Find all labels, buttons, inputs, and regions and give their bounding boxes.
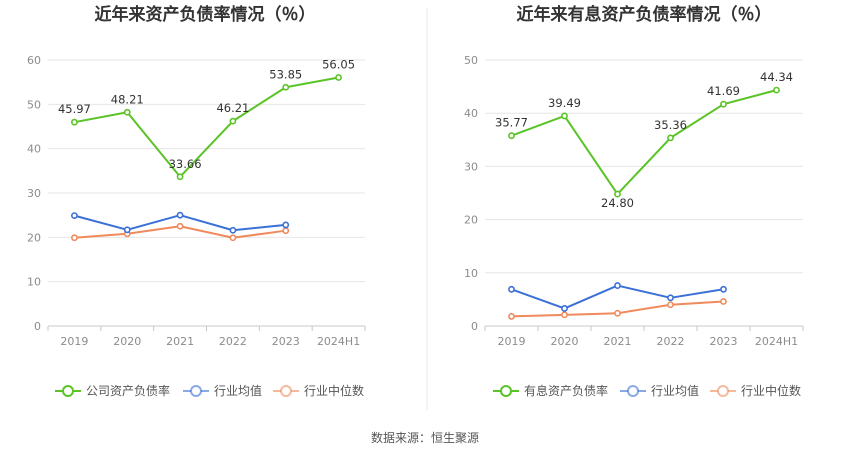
- y-tick-label: 50: [27, 98, 41, 111]
- data-point-avg[interactable]: [614, 282, 621, 289]
- data-point-company[interactable]: [282, 83, 290, 91]
- data-label: 48.21: [111, 92, 144, 106]
- data-point-median[interactable]: [561, 311, 568, 319]
- x-tick-label: 2023: [710, 335, 738, 348]
- data-point-company[interactable]: [71, 118, 78, 126]
- legend-label: 行业中位数: [741, 383, 801, 398]
- data-point-avg[interactable]: [176, 211, 184, 219]
- y-tick-label: 20: [27, 231, 41, 244]
- legend-label: 行业中位数: [304, 383, 364, 398]
- data-label: 44.34: [760, 70, 793, 84]
- x-tick-label: 2021: [166, 335, 194, 348]
- data-point-avg[interactable]: [667, 294, 674, 302]
- data-point-median[interactable]: [614, 309, 621, 317]
- y-tick-label: 30: [27, 187, 41, 200]
- legend-item-median[interactable]: 行业中位数: [710, 383, 801, 398]
- data-label: 46.21: [216, 101, 249, 115]
- data-point-avg[interactable]: [720, 285, 727, 293]
- data-point-median[interactable]: [282, 227, 290, 235]
- x-tick-label: 2019: [60, 335, 88, 348]
- y-tick-label: 0: [34, 320, 41, 333]
- x-tick-label: 2024H1: [755, 335, 798, 348]
- data-point-median[interactable]: [720, 298, 727, 305]
- y-tick-label: 60: [27, 54, 41, 67]
- x-tick-label: 2024H1: [317, 335, 360, 348]
- legend-marker-icon: [627, 385, 639, 397]
- legend-label: 公司资产负债率: [86, 383, 170, 398]
- data-label: 45.97: [58, 102, 91, 116]
- x-tick-label: 2023: [272, 335, 300, 348]
- data-point-avg[interactable]: [123, 226, 131, 234]
- data-label: 56.05: [322, 58, 355, 72]
- y-tick-label: 10: [27, 276, 41, 289]
- legend-item-company[interactable]: 有息资产负债率: [493, 383, 608, 398]
- legend-label: 有息资产负债率: [524, 383, 608, 398]
- y-tick-label: 10: [464, 267, 478, 280]
- data-point-median[interactable]: [71, 234, 78, 242]
- data-point-company[interactable]: [720, 100, 727, 108]
- data-point-company[interactable]: [614, 190, 621, 198]
- y-tick-label: 40: [464, 107, 478, 120]
- data-point-median[interactable]: [667, 301, 674, 309]
- legend-label: 行业均值: [651, 383, 699, 398]
- data-label: 35.36: [654, 118, 687, 132]
- legend-label: 行业均值: [214, 383, 262, 398]
- data-label: 35.77: [495, 116, 528, 130]
- y-tick-label: 40: [27, 143, 41, 156]
- data-point-median[interactable]: [508, 313, 515, 320]
- data-point-avg[interactable]: [71, 212, 78, 220]
- interest-bearing-liability-ratio-chart: 近年来有息资产负债率情况（％） 0 10 20 30 40 50 2019 2020 2021 20…: [464, 4, 804, 398]
- legend-item-company[interactable]: 公司资产负债率: [55, 383, 170, 398]
- x-tick-label: 2021: [604, 335, 632, 348]
- x-tick-label: 2020: [113, 335, 141, 348]
- legend-marker-icon: [62, 385, 74, 397]
- legend-marker-icon: [717, 385, 729, 397]
- data-point-median[interactable]: [229, 234, 237, 242]
- chart-title: 近年来有息资产负债率情况（％）: [517, 4, 772, 25]
- data-point-avg[interactable]: [508, 285, 515, 293]
- data-label: 41.69: [707, 84, 740, 98]
- series-line-avg: [511, 284, 724, 310]
- x-tick-label: 2019: [498, 335, 526, 348]
- data-point-company[interactable]: [667, 134, 674, 142]
- data-point-company[interactable]: [561, 112, 568, 120]
- legend-item-avg[interactable]: 行业均值: [183, 383, 262, 398]
- data-point-median[interactable]: [176, 222, 184, 230]
- y-tick-label: 20: [464, 214, 478, 227]
- data-point-avg[interactable]: [282, 221, 290, 229]
- x-tick-label: 2022: [219, 335, 247, 348]
- data-point-company[interactable]: [335, 74, 342, 81]
- chart-title: 近年来资产负债率情况（％）: [95, 4, 316, 25]
- y-tick-label: 30: [464, 160, 478, 173]
- legend-item-median[interactable]: 行业中位数: [273, 383, 364, 398]
- data-point-company[interactable]: [176, 173, 184, 181]
- legend-item-avg[interactable]: 行业均值: [620, 383, 699, 398]
- series-line-company: [511, 89, 777, 196]
- data-label: 39.49: [548, 96, 581, 110]
- asset-liability-ratio-chart: 近年来资产负债率情况（％） 0 10 20 30 40 50 60 2019 2020 2021 20…: [27, 4, 366, 398]
- data-label: 24.80: [601, 196, 634, 210]
- data-point-company[interactable]: [123, 108, 131, 116]
- y-tick-label: 50: [464, 54, 478, 67]
- series-line-company: [74, 76, 339, 178]
- x-tick-label: 2022: [657, 335, 685, 348]
- data-point-company[interactable]: [773, 86, 780, 94]
- y-tick-label: 0: [471, 320, 478, 333]
- legend-marker-icon: [280, 385, 292, 397]
- x-tick-label: 2020: [551, 335, 579, 348]
- data-source-note: 数据来源：恒生聚源: [371, 430, 479, 445]
- legend-marker-icon: [500, 385, 512, 397]
- data-point-avg[interactable]: [229, 226, 237, 234]
- data-point-avg[interactable]: [561, 305, 568, 312]
- legend-marker-icon: [190, 385, 202, 397]
- data-point-company[interactable]: [508, 132, 515, 140]
- data-label: 33.66: [169, 157, 202, 171]
- data-point-company[interactable]: [229, 117, 237, 125]
- data-label: 53.85: [269, 67, 302, 81]
